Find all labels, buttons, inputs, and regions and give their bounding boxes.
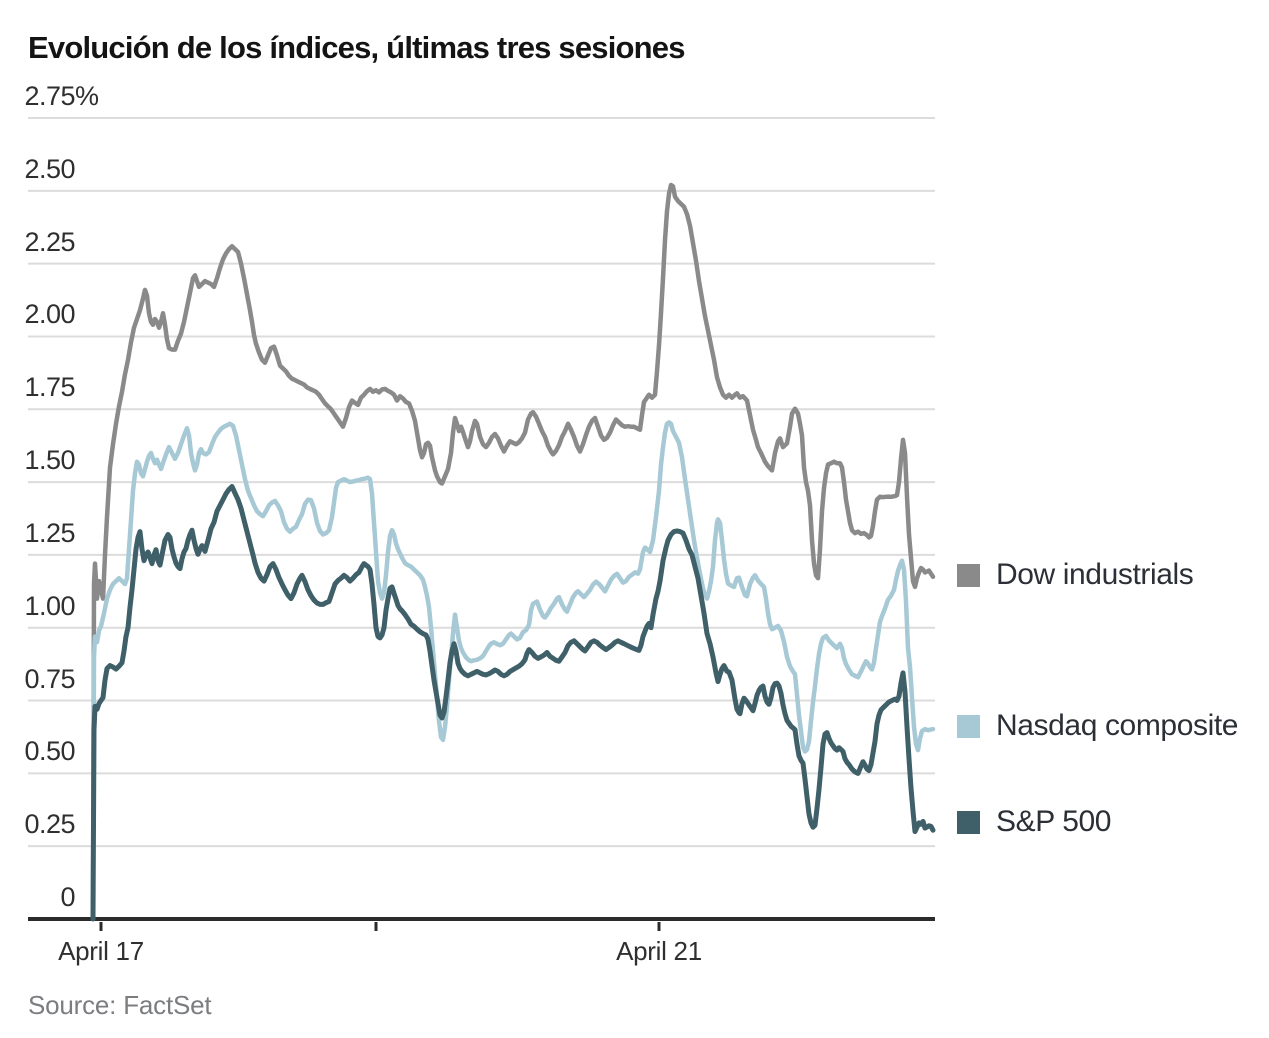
y-axis-label-value: 0: [60, 882, 75, 912]
y-axis-label: 0.50: [24, 736, 75, 766]
y-axis-unit: %: [75, 81, 99, 111]
legend-item-sp500: S&P 500: [957, 805, 1111, 839]
legend-label-sp500: S&P 500: [996, 805, 1112, 838]
y-axis-label-value: 1.75: [24, 372, 75, 403]
source-note: Source: FactSet: [28, 990, 212, 1020]
y-axis-label-value: 2.50: [24, 153, 75, 184]
y-axis-label: 1.75: [24, 372, 75, 402]
y-axis-label: 0: [28, 882, 75, 912]
y-axis-label: 2.25: [24, 227, 75, 257]
legend-label-nasdaq: Nasdaq composite: [996, 709, 1239, 742]
y-axis-label-value: 1.25: [24, 517, 75, 548]
series-line-sp500: [90, 484, 936, 922]
y-axis-label: 2.75%: [24, 81, 99, 111]
y-axis-label-value: 0.75: [24, 663, 75, 694]
y-axis-label: 1.00: [24, 591, 75, 621]
y-axis-label-value: 2.75: [24, 81, 75, 111]
legend-label-dow: Dow industrials: [996, 558, 1194, 591]
legend: Dow industrials Nasdaq composite S&P 500: [957, 0, 1269, 1038]
legend-swatch-sp500: [957, 810, 980, 834]
y-axis-label-value: 0.50: [24, 736, 75, 767]
y-axis-label: 0.25: [24, 809, 75, 839]
y-axis-label-value: 1.00: [24, 590, 75, 621]
y-axis-label: 1.25: [24, 518, 75, 548]
legend-swatch-dow: [957, 563, 980, 587]
y-axis-label-value: 2.00: [24, 299, 75, 330]
page-title: Evolución de los índices, últimas tres s…: [28, 30, 686, 65]
y-axis-label-value: 0.25: [24, 809, 75, 840]
x-axis-label: April 17: [58, 936, 144, 966]
y-axis-label-value: 2.25: [24, 226, 75, 257]
y-axis-label-value: 1.50: [24, 445, 75, 476]
y-axis-label: 0.75: [24, 664, 75, 694]
x-axis-label: April 21: [616, 936, 702, 966]
series-line-nasdaq: [90, 420, 936, 922]
series-line-dow: [90, 182, 936, 922]
y-axis-label: 2.00: [24, 299, 75, 329]
legend-item-nasdaq: Nasdaq composite: [957, 709, 1238, 743]
legend-item-dow: Dow industrials: [957, 558, 1194, 592]
y-axis-label: 2.50: [24, 154, 75, 184]
legend-swatch-nasdaq: [957, 714, 980, 738]
y-axis-label: 1.50: [24, 445, 75, 475]
